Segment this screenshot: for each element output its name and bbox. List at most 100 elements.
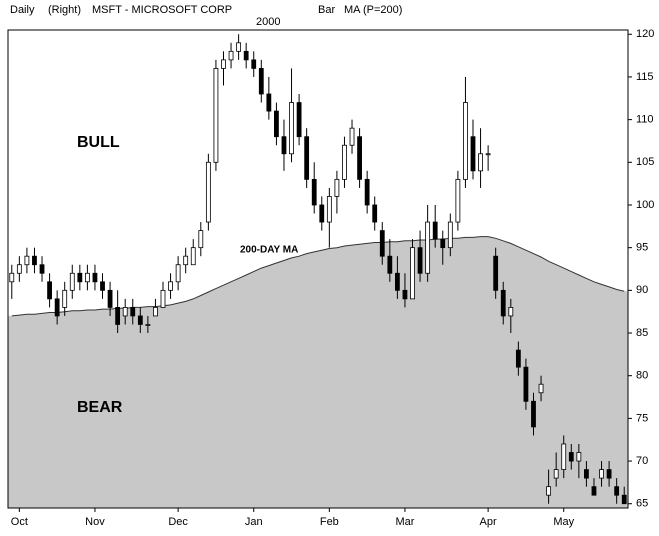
ma-area bbox=[8, 236, 628, 508]
y-tick-label: 90 bbox=[636, 284, 648, 296]
candle-body bbox=[576, 452, 582, 462]
y-tick-label: 105 bbox=[636, 156, 654, 168]
candle-body bbox=[47, 281, 52, 300]
candle-body bbox=[160, 289, 166, 308]
candle-body bbox=[100, 281, 105, 291]
y-tick-label: 115 bbox=[636, 71, 654, 83]
x-tick-label: Apr bbox=[480, 516, 497, 528]
candle-body bbox=[357, 136, 362, 180]
candle-body bbox=[402, 289, 408, 300]
candle-body bbox=[372, 204, 378, 223]
x-tick-label: May bbox=[553, 516, 574, 528]
candle-body bbox=[319, 204, 325, 223]
y-tick-label: 75 bbox=[636, 412, 648, 424]
candle-body bbox=[236, 42, 242, 52]
candle-body bbox=[326, 196, 332, 223]
candle-body bbox=[221, 59, 226, 69]
candle-body bbox=[485, 153, 491, 156]
candle-body bbox=[463, 102, 468, 180]
candle-body bbox=[387, 255, 393, 274]
candle-body bbox=[145, 324, 151, 326]
candle-body bbox=[508, 307, 514, 317]
candle-body bbox=[84, 272, 90, 283]
candle-body bbox=[77, 272, 83, 283]
candle-body bbox=[62, 289, 68, 308]
x-tick-label: Jan bbox=[245, 516, 263, 528]
x-tick-label: Dec bbox=[168, 516, 188, 528]
candle-body bbox=[32, 255, 37, 266]
y-tick-label: 100 bbox=[636, 199, 654, 211]
candle-body bbox=[364, 178, 370, 206]
candle-body bbox=[9, 272, 15, 283]
candle-body bbox=[183, 255, 189, 266]
candle-body bbox=[122, 307, 128, 317]
y-tick-label: 80 bbox=[636, 370, 648, 382]
candle-body bbox=[205, 161, 211, 223]
x-tick-label: Nov bbox=[85, 516, 105, 528]
candle-body bbox=[243, 50, 249, 61]
candle-body bbox=[432, 221, 438, 240]
candle-body bbox=[470, 136, 476, 172]
candle-body bbox=[54, 298, 60, 317]
ma-line bbox=[11, 236, 625, 317]
candle-body bbox=[228, 50, 234, 61]
candle-body bbox=[266, 93, 272, 112]
header-symbol: MSFT - MICROSOFT CORP bbox=[92, 4, 232, 16]
candle-body bbox=[500, 289, 506, 317]
candle-body bbox=[130, 307, 136, 317]
y-tick-label: 110 bbox=[636, 114, 654, 126]
candle-body bbox=[213, 68, 219, 163]
x-tick-label: Oct bbox=[11, 516, 28, 528]
candle-body bbox=[379, 230, 385, 257]
candle-body bbox=[69, 272, 75, 291]
candle-body bbox=[39, 264, 45, 274]
candle-body bbox=[258, 68, 264, 95]
y-tick-label: 70 bbox=[636, 455, 648, 467]
candle-body bbox=[553, 469, 559, 479]
header-period: Daily bbox=[10, 4, 35, 16]
candle-body bbox=[410, 247, 415, 300]
candle-body bbox=[24, 255, 30, 266]
candle-body bbox=[342, 144, 347, 180]
candle-body bbox=[304, 136, 310, 180]
candle-body bbox=[115, 307, 121, 325]
candle-body bbox=[137, 315, 143, 325]
candle-body bbox=[251, 59, 257, 69]
candle-body bbox=[447, 221, 453, 249]
candle-body bbox=[531, 400, 536, 428]
candle-body bbox=[175, 264, 181, 283]
candle-body bbox=[417, 247, 423, 274]
candle-body bbox=[153, 307, 158, 317]
candle-body bbox=[614, 486, 620, 496]
candle-body bbox=[281, 136, 287, 155]
candle-body bbox=[561, 443, 567, 470]
x-tick-label: Feb bbox=[320, 516, 339, 528]
candle-body bbox=[455, 178, 461, 223]
candle-body bbox=[274, 110, 279, 138]
plot-frame bbox=[7, 29, 629, 509]
candle-body bbox=[92, 272, 98, 283]
candle-body bbox=[440, 238, 446, 249]
candle-body bbox=[523, 366, 529, 402]
header-scale: (Right) bbox=[48, 4, 81, 16]
candle-body bbox=[515, 349, 521, 368]
header-year: 2000 bbox=[256, 16, 280, 28]
candle-body bbox=[289, 102, 294, 155]
candle-body bbox=[493, 255, 499, 291]
candle-body bbox=[168, 281, 173, 291]
candle-body bbox=[425, 221, 431, 274]
y-tick-label: 85 bbox=[636, 327, 648, 339]
candle-body bbox=[606, 469, 612, 479]
candle-body bbox=[599, 469, 604, 479]
header-indicator: MA (P=200) bbox=[344, 4, 402, 16]
candle-body bbox=[546, 486, 552, 496]
candle-body bbox=[190, 247, 196, 266]
header-style: Bar bbox=[318, 4, 335, 16]
y-tick-label: 65 bbox=[636, 498, 648, 510]
candle-body bbox=[621, 494, 627, 505]
annotation: BULL bbox=[77, 134, 120, 151]
candle-body bbox=[296, 102, 302, 138]
annotation: BEAR bbox=[77, 399, 123, 416]
y-tick-label: 120 bbox=[636, 28, 654, 40]
